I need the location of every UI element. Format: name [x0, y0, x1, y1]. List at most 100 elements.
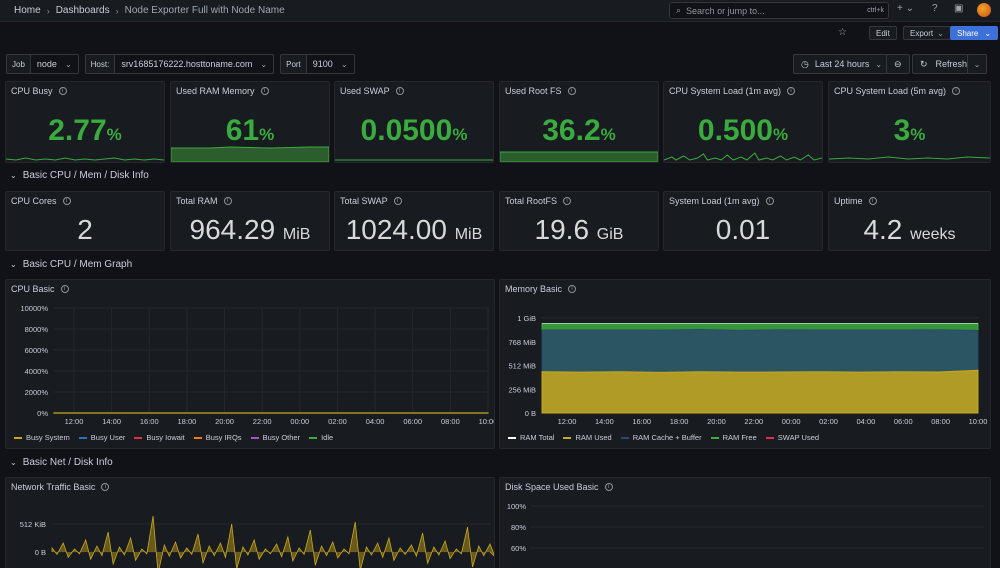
stat-value: 2.77% [6, 114, 164, 148]
info-icon[interactable]: i [223, 197, 232, 205]
cpu-basic-chart[interactable]: 0% 2000% 4000% 6000% 8000% 10000% 12:00 14:00 16… [6, 280, 495, 430]
row-header-net[interactable]: ⌄ Basic Net / Disk Info [10, 457, 113, 468]
x-tick-label: 02:00 [819, 417, 838, 426]
legend-label: SWAP Used [777, 433, 820, 442]
stat-number: 0.500 [697, 114, 773, 147]
panel-total-ram[interactable]: Total RAM i 964.29 MiB [170, 191, 330, 251]
legend-item[interactable]: Busy User [78, 433, 125, 442]
panel-title: Uptime [834, 196, 863, 206]
info-icon[interactable]: i [567, 87, 576, 95]
variable-job[interactable]: Job node ⌄ [6, 54, 79, 74]
variable-port[interactable]: Port 9100 ⌄ [280, 54, 355, 74]
panel-uptime[interactable]: Uptime i 4.2 weeks [828, 191, 991, 251]
search-input[interactable]: ⌕ Search or jump to... ctrl+k [669, 2, 889, 19]
star-icon[interactable]: ☆ [838, 27, 847, 38]
panel-memory-basic[interactable]: Memory Basic i 0 B 256 MiB 512 MiB 768 MiB 1 … [499, 279, 991, 449]
y-tick-label: 0 B [525, 409, 536, 418]
legend-item[interactable]: Busy Iowait [134, 433, 185, 442]
edit-button[interactable]: Edit [869, 26, 897, 40]
panel-used-swap[interactable]: Used SWAP i 0.0500% [334, 81, 494, 163]
chevron-right-icon: › [46, 5, 50, 16]
info-icon[interactable]: i [101, 483, 110, 491]
top-nav-bar: Home › Dashboards › Node Exporter Full w… [0, 0, 1000, 22]
info-icon[interactable]: i [787, 87, 796, 95]
panel-used-root-fs[interactable]: Used Root FS i 36.2% [499, 81, 659, 163]
time-range-picker[interactable]: ◷ Last 24 hours ⌄ [793, 54, 891, 74]
panel-cpu-load-5m[interactable]: CPU System Load (5m avg) i 3% [828, 81, 991, 163]
disk-space-chart[interactable]: 60% 80% 100% [500, 478, 991, 568]
legend-item[interactable]: RAM Cache + Buffer [620, 433, 702, 442]
info-icon[interactable]: i [568, 285, 577, 293]
y-tick-label: 10000% [20, 304, 48, 313]
breadcrumb-home[interactable]: Home [14, 5, 41, 16]
zoom-out-icon: ⊖ [894, 58, 902, 69]
panel-used-ram[interactable]: Used RAM Memory i 61% [170, 81, 330, 163]
stat-number: 964.29 [189, 214, 276, 245]
info-icon[interactable]: i [868, 197, 877, 205]
info-icon[interactable]: i [395, 87, 404, 95]
panel-cpu-cores[interactable]: CPU Cores i 2 [5, 191, 165, 251]
x-tick-label: 14:00 [102, 417, 121, 426]
info-icon[interactable]: i [260, 87, 269, 95]
info-icon[interactable]: i [952, 87, 961, 95]
panel-cpu-load-1m[interactable]: CPU System Load (1m avg) i 0.500% [663, 81, 823, 163]
search-icon: ⌕ [676, 5, 682, 15]
info-icon[interactable]: i [604, 483, 613, 491]
y-tick-label: 4000% [25, 367, 49, 376]
panel-total-rootfs[interactable]: Total RootFS i 19.6 GiB [499, 191, 659, 251]
panel-network-traffic[interactable]: Network Traffic Basic i 0 B 512 KiB [5, 477, 495, 568]
chevron-right-icon: › [115, 5, 119, 16]
stat-unit: weeks [910, 226, 956, 243]
news-icon[interactable]: ▣ [954, 3, 964, 14]
legend-item[interactable]: RAM Used [563, 433, 612, 442]
row-header-graph[interactable]: ⌄ Basic CPU / Mem Graph [10, 259, 132, 270]
refresh-icon: ↻ [920, 58, 928, 69]
x-tick-label: 16:00 [140, 417, 159, 426]
stat-unit: % [600, 125, 616, 144]
panel-cpu-busy[interactable]: CPU Busy i 2.77% [5, 81, 165, 163]
avatar[interactable] [977, 3, 991, 17]
share-button[interactable]: Share ⌄ [950, 26, 999, 40]
plus-icon[interactable]: + ⌄ [897, 3, 914, 14]
network-traffic-chart[interactable]: 0 B 512 KiB [6, 478, 495, 568]
info-icon[interactable]: i [765, 197, 774, 205]
stat-value: 2 [6, 214, 164, 246]
info-icon[interactable]: i [62, 197, 71, 205]
y-tick-label: 256 MiB [508, 385, 536, 394]
info-icon[interactable]: i [563, 197, 572, 205]
y-tick-label: 512 KiB [20, 520, 46, 529]
sparkline [829, 156, 990, 160]
help-icon[interactable]: ? [932, 3, 938, 14]
memory-basic-chart[interactable]: 0 B 256 MiB 512 MiB 768 MiB 1 GiB 12:00 14:00 1… [500, 280, 991, 430]
info-icon[interactable]: i [60, 285, 69, 293]
legend-item[interactable]: Busy IRQs [193, 433, 242, 442]
panel-disk-space[interactable]: Disk Space Used Basic i 60% 80% 100% [499, 477, 991, 568]
refresh-interval-dropdown[interactable]: ⌄ [967, 54, 987, 74]
refresh-button[interactable]: ↻ Refresh [912, 54, 976, 74]
legend-swatch [309, 436, 318, 439]
chevron-down-icon: ⌄ [937, 28, 944, 38]
zoom-out-button[interactable]: ⊖ [886, 54, 910, 74]
chevron-down-icon[interactable]: ⌄ [984, 28, 992, 38]
x-tick-label: 16:00 [632, 417, 651, 426]
panel-system-load[interactable]: System Load (1m avg) i 0.01 [663, 191, 823, 251]
legend-item[interactable]: RAM Free [710, 433, 757, 442]
panel-total-swap[interactable]: Total SWAP i 1024.00 MiB [334, 191, 494, 251]
breadcrumb-dashboards[interactable]: Dashboards [55, 5, 110, 16]
legend-item[interactable]: RAM Total [508, 433, 554, 442]
stat-number: 1024.00 [345, 214, 447, 245]
x-tick-label: 06:00 [403, 417, 422, 426]
chevron-down-icon: ⌄ [10, 171, 17, 180]
legend-item[interactable]: Busy Other [250, 433, 300, 442]
legend-item[interactable]: SWAP Used [765, 433, 820, 442]
stat-number: 19.6 [534, 214, 590, 245]
legend-item[interactable]: Busy System [14, 433, 70, 442]
variable-host[interactable]: Host: srv1685176222.hosttoname.com ⌄ [84, 54, 275, 74]
legend-item[interactable]: Idle [309, 433, 333, 442]
info-icon[interactable]: i [393, 197, 402, 205]
y-tick-label: 2000% [25, 388, 49, 397]
export-button[interactable]: Export ⌄ [903, 26, 951, 40]
info-icon[interactable]: i [58, 87, 67, 95]
row-header-basic-info[interactable]: ⌄ Basic CPU / Mem / Disk Info [10, 170, 149, 181]
panel-cpu-basic[interactable]: CPU Basic i 0% 2000% 4000% 6000% 8000% 10000% 1… [5, 279, 495, 449]
